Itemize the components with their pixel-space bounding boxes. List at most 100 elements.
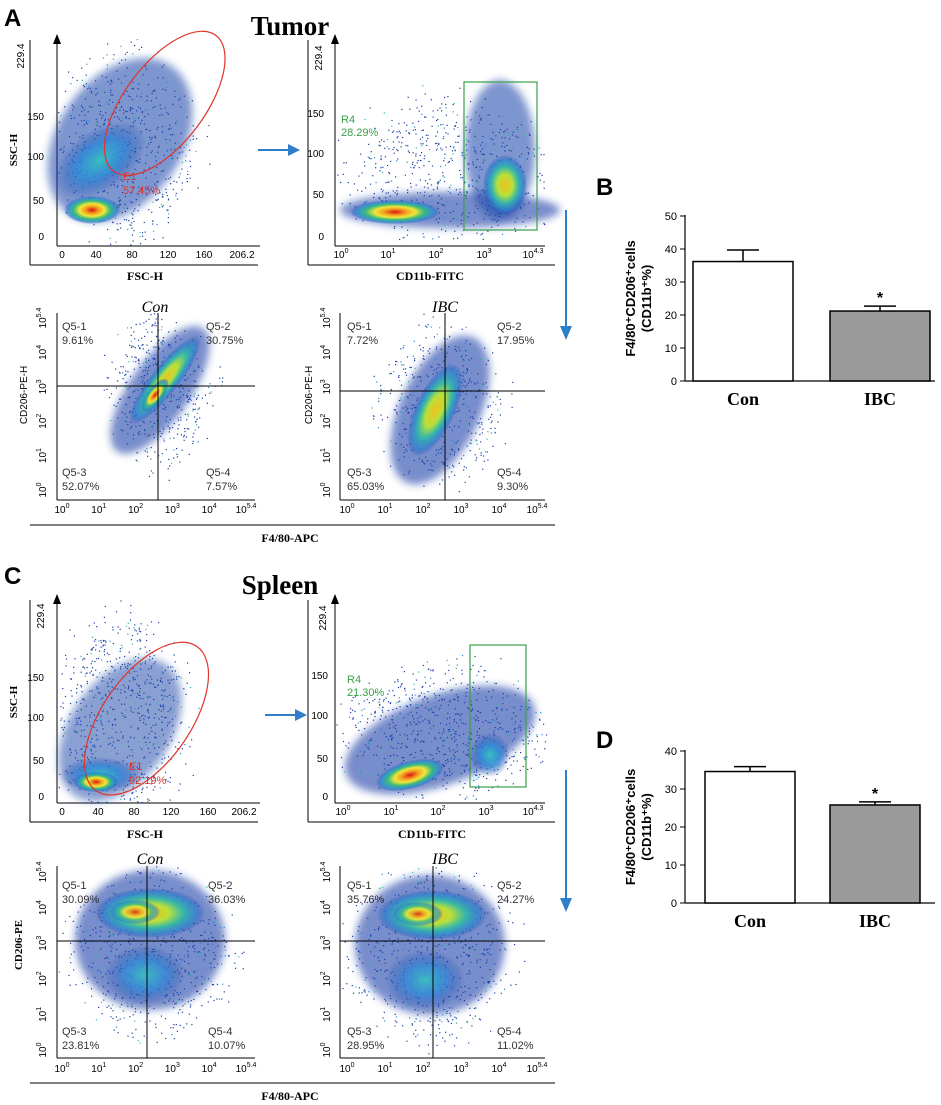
event-dot (522, 739, 525, 741)
event-dot (122, 109, 124, 111)
event-dot (119, 199, 121, 201)
event-dot (121, 211, 123, 213)
event-dot (452, 464, 454, 466)
tumor-cd11b-ytick-4: 229.4 (314, 45, 325, 70)
event-dot (221, 381, 223, 383)
event-dot (76, 752, 78, 754)
event-dot (152, 220, 154, 222)
tumor-fsc-xtick-4: 160 (196, 250, 213, 261)
event-dot (111, 943, 113, 945)
event-dot (378, 707, 380, 709)
event-dot (165, 717, 167, 719)
event-dot (458, 759, 460, 761)
event-dot (169, 419, 171, 421)
event-dot (169, 346, 171, 348)
event-dot (184, 1003, 186, 1005)
event-dot (133, 676, 135, 679)
event-dot (480, 665, 482, 667)
event-dot (458, 999, 460, 1001)
event-dot (507, 730, 509, 733)
event-dot (411, 163, 414, 165)
event-dot (102, 697, 104, 699)
event-dot (539, 718, 541, 720)
event-dot (516, 126, 519, 128)
event-dot (370, 739, 372, 741)
event-dot (132, 677, 134, 679)
event-dot (147, 777, 150, 779)
event-dot (439, 364, 441, 366)
event-dot (395, 442, 397, 445)
event-dot (197, 187, 199, 189)
event-dot (462, 375, 464, 377)
event-dot (512, 148, 514, 150)
event-dot (441, 461, 443, 463)
event-dot (187, 170, 189, 172)
event-dot (71, 695, 73, 697)
event-dot (150, 470, 153, 472)
event-dot (118, 78, 120, 80)
event-dot (430, 469, 432, 471)
event-dot (429, 1021, 431, 1023)
event-dot (423, 195, 425, 197)
spleen-cd11b-xticks: 100 101 102 103 104.3 (335, 805, 543, 818)
event-dot (520, 752, 522, 754)
event-dot (456, 664, 458, 666)
event-dot (135, 357, 137, 359)
event-dot (480, 452, 482, 454)
event-dot (526, 146, 528, 148)
event-dot (168, 458, 170, 461)
event-dot (144, 382, 146, 384)
event-dot (126, 51, 128, 53)
event-dot (421, 136, 424, 138)
event-dot (447, 734, 449, 736)
event-dot (507, 768, 509, 770)
event-dot (474, 655, 476, 658)
event-dot (491, 420, 493, 422)
event-dot (109, 99, 111, 101)
event-dot (112, 626, 114, 628)
event-dot (61, 148, 63, 150)
event-dot (69, 984, 71, 986)
event-dot (92, 673, 94, 675)
event-dot (481, 432, 483, 434)
event-dot (82, 126, 84, 128)
event-dot (361, 190, 363, 192)
event-dot (106, 652, 108, 654)
event-dot (511, 740, 514, 742)
event-dot (109, 930, 111, 932)
event-dot (464, 182, 466, 184)
event-dot (459, 191, 461, 193)
event-dot (134, 660, 136, 662)
event-dot (438, 732, 440, 734)
event-dot (73, 106, 75, 108)
event-dot (380, 155, 382, 157)
event-dot (172, 103, 174, 105)
event-dot (472, 708, 474, 710)
event-dot (154, 89, 156, 91)
event-dot (153, 422, 155, 424)
event-dot (383, 945, 385, 947)
event-dot (461, 964, 464, 966)
event-dot (441, 149, 443, 151)
event-dot (406, 725, 408, 727)
event-dot (132, 391, 134, 393)
event-dot (481, 233, 484, 235)
tumor-fsc-xlabel: FSC-H (127, 269, 164, 283)
event-dot (115, 368, 117, 370)
event-dot (391, 131, 394, 133)
event-dot (165, 420, 167, 422)
event-dot (513, 760, 515, 762)
event-dot (169, 721, 171, 723)
event-dot (409, 942, 411, 944)
spleen-ibc-plot: Q5-1 35.76% Q5-2 24.27% Q5-3 28.95% Q5-4… (339, 866, 545, 1059)
event-dot (384, 768, 386, 770)
event-dot (456, 956, 458, 958)
tumor-cd11b-plot: R4 28.29% 0 50 100 150 229.4 100 101 102… (307, 34, 560, 283)
event-dot (472, 416, 474, 418)
event-dot (488, 114, 490, 116)
event-dot (89, 87, 91, 89)
event-dot (147, 84, 150, 86)
spleen-fsc-gate-pct: 92.19% (129, 775, 167, 787)
spleen-fsc-gate-name: E1 (129, 761, 142, 773)
